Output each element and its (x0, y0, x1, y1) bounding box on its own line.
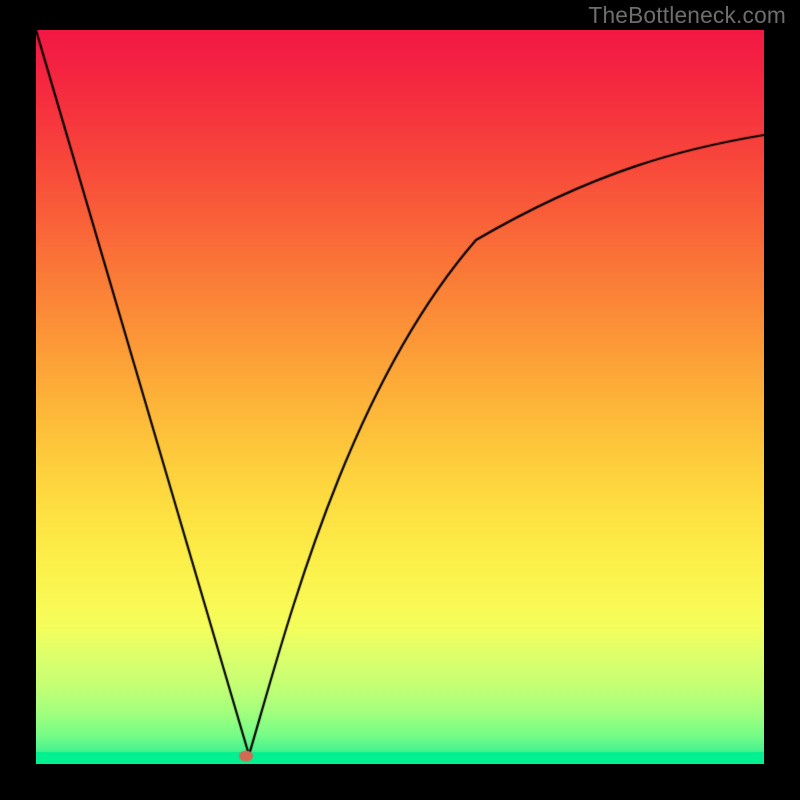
plot-area (36, 30, 764, 764)
bottleneck-curve-layer (36, 30, 764, 764)
chart-frame: TheBottleneck.com (0, 0, 800, 800)
watermark-text: TheBottleneck.com (588, 2, 786, 29)
